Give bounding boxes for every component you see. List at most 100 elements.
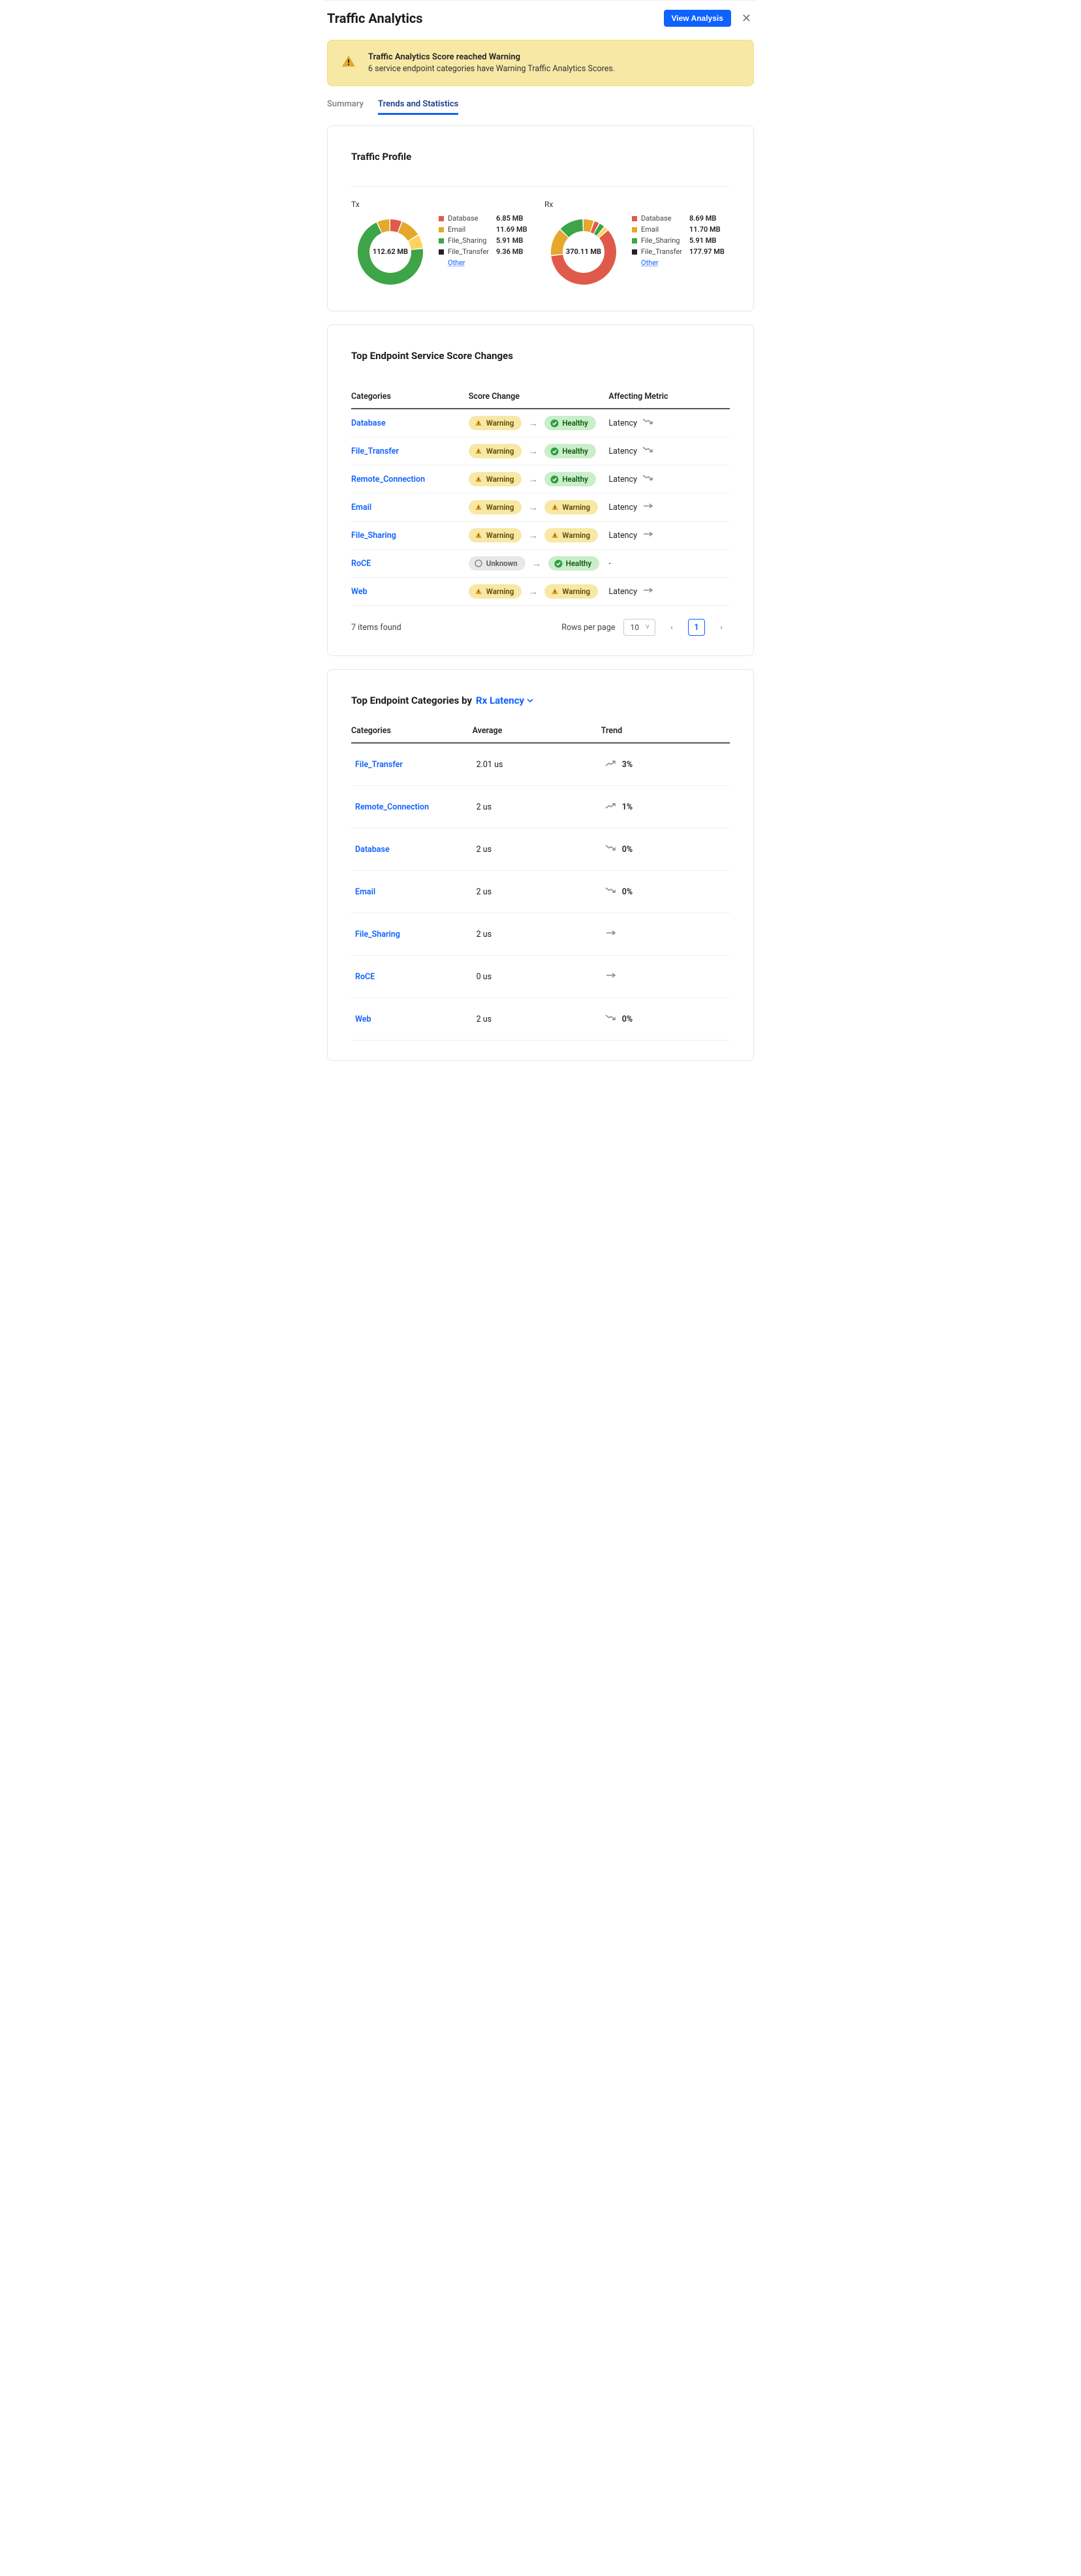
warning-icon	[475, 503, 483, 512]
warning-banner: Traffic Analytics Score reached Warning …	[327, 40, 754, 86]
traffic-profile-title: Traffic Profile	[351, 151, 730, 163]
rx-label: Rx	[544, 200, 730, 209]
page-number-button[interactable]: 1	[688, 619, 705, 636]
table-row: Database 2 us 0%	[351, 828, 730, 871]
healthy-icon	[550, 447, 559, 456]
status-pill-healthy: Healthy	[544, 444, 596, 458]
trend-pct: 0%	[622, 887, 633, 897]
table-row: RoCE 0 us	[351, 956, 730, 998]
trend-icon	[642, 530, 655, 541]
rows-per-page-select[interactable]: 10	[623, 619, 656, 636]
view-analysis-button[interactable]: View Analysis	[664, 10, 731, 27]
legend-item: File_Transfer 9.36 MB	[439, 246, 527, 257]
status-pill-healthy: Healthy	[544, 416, 596, 430]
category-link[interactable]: Remote_Connection	[355, 802, 429, 812]
legend-value: 5.91 MB	[496, 236, 523, 245]
trend-pct: 3%	[622, 760, 633, 770]
legend-name: File_Sharing	[641, 236, 685, 245]
arrow-right-icon: →	[524, 417, 542, 429]
table-row: Database Warning → Healthy Latency	[351, 409, 730, 437]
table-row: Email Warning → Warning Latency	[351, 494, 730, 522]
col-categories: Categories	[351, 385, 469, 409]
metric-text: Latency	[608, 531, 637, 541]
legend-value: 9.36 MB	[496, 247, 523, 256]
table-row: Email 2 us 0%	[351, 871, 730, 913]
alert-text: 6 service endpoint categories have Warni…	[368, 64, 615, 74]
close-icon[interactable]: ✕	[739, 12, 754, 25]
category-link[interactable]: File_Transfer	[355, 760, 403, 770]
legend-swatch	[632, 238, 637, 243]
score-changes-title: Top Endpoint Service Score Changes	[351, 350, 730, 362]
legend-other-link[interactable]: Other	[632, 259, 659, 267]
table-row: File_Transfer 2.01 us 3%	[351, 743, 730, 786]
status-pill-warning: Warning	[544, 500, 598, 514]
category-link[interactable]: Web	[351, 587, 368, 597]
table-row: Remote_Connection 2 us 1%	[351, 786, 730, 828]
prev-page-button[interactable]: ‹	[663, 619, 680, 636]
items-found-text: 7 items found	[351, 623, 401, 633]
by-metric-card: Top Endpoint Categories by Rx Latency Ca…	[327, 669, 754, 1061]
legend-value: 8.69 MB	[689, 214, 716, 223]
legend-value: 11.70 MB	[689, 225, 721, 234]
tab-summary[interactable]: Summary	[327, 95, 364, 115]
legend-item: File_Sharing 5.91 MB	[439, 235, 527, 246]
table-row: File_Sharing 2 us	[351, 913, 730, 956]
trend-pct: 0%	[622, 845, 633, 855]
col-score-change: Score Change	[469, 385, 609, 409]
col-affecting-metric: Affecting Metric	[608, 385, 730, 409]
next-page-button[interactable]: ›	[713, 619, 730, 636]
legend-item: Database 6.85 MB	[439, 213, 527, 224]
healthy-icon	[550, 419, 559, 428]
warning-icon	[550, 503, 559, 512]
by-metric-title-prefix: Top Endpoint Categories by	[351, 695, 472, 706]
legend-name: Email	[448, 225, 492, 234]
table-row: RoCE Unknown → Healthy -	[351, 550, 730, 578]
category-link[interactable]: File_Transfer	[351, 447, 399, 456]
average-value: 2 us	[477, 845, 492, 855]
trend-icon	[642, 474, 655, 484]
arrow-right-icon: →	[528, 558, 546, 569]
category-link[interactable]: Web	[355, 1014, 371, 1024]
warning-icon	[550, 588, 559, 596]
col2-trend: Trend	[601, 719, 730, 743]
legend-value: 177.97 MB	[689, 247, 725, 256]
metric-dropdown[interactable]: Rx Latency	[476, 695, 533, 706]
category-link[interactable]: File_Sharing	[351, 531, 396, 541]
category-link[interactable]: File_Sharing	[355, 930, 400, 939]
legend-swatch	[439, 216, 444, 221]
legend-value: 11.69 MB	[496, 225, 527, 234]
legend-item: File_Sharing 5.91 MB	[632, 235, 725, 246]
average-value: 0 us	[477, 972, 492, 982]
category-link[interactable]: Database	[355, 845, 390, 855]
legend-name: File_Transfer	[448, 247, 492, 256]
legend-swatch	[632, 249, 637, 255]
tab-trends[interactable]: Trends and Statistics	[378, 95, 458, 115]
status-pill-warning: Warning	[544, 528, 598, 542]
legend-swatch	[439, 249, 444, 255]
category-link[interactable]: Email	[351, 503, 371, 512]
status-pill-warning: Warning	[469, 584, 522, 599]
legend-swatch	[439, 227, 444, 232]
category-link[interactable]: RoCE	[355, 972, 375, 982]
healthy-icon	[554, 559, 563, 568]
trend-icon	[642, 446, 655, 456]
category-link[interactable]: Remote_Connection	[351, 475, 425, 484]
legend-swatch	[632, 227, 637, 232]
warning-triangle-icon	[341, 54, 356, 69]
metric-text: Latency	[608, 447, 637, 456]
arrow-right-icon: →	[524, 501, 542, 513]
legend-other-link[interactable]: Other	[439, 259, 465, 267]
chevron-down-icon	[527, 697, 533, 704]
legend-name: Email	[641, 225, 685, 234]
arrow-right-icon: →	[524, 586, 542, 597]
category-link[interactable]: RoCE	[351, 559, 371, 569]
category-link[interactable]: Email	[355, 887, 375, 897]
status-pill-warning: Warning	[544, 584, 598, 599]
arrow-right-icon: →	[524, 473, 542, 485]
average-value: 2.01 us	[477, 760, 503, 770]
legend-value: 5.91 MB	[689, 236, 716, 245]
legend-name: Database	[448, 214, 492, 223]
warning-icon	[475, 531, 483, 540]
category-link[interactable]: Database	[351, 418, 386, 428]
trend-icon	[605, 844, 618, 855]
